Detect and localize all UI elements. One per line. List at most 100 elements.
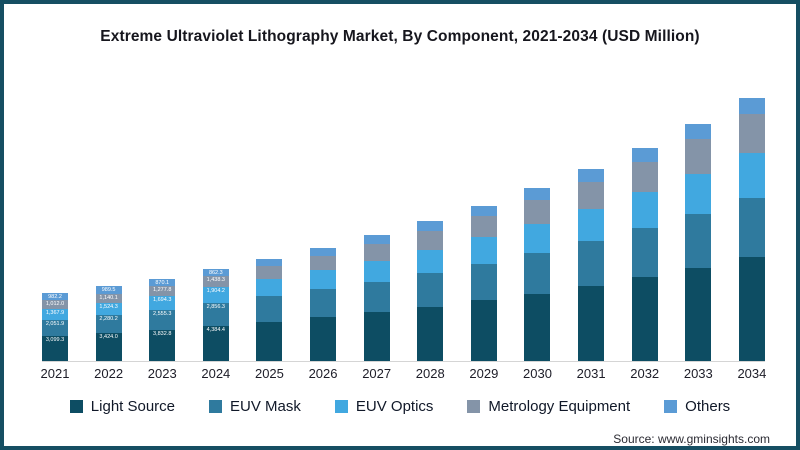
segment-value-label: 4,384.4 <box>206 326 225 333</box>
source-attribution: Source: www.gminsights.com <box>613 432 770 446</box>
bar-segment-others: 989.5 <box>95 285 122 294</box>
bar-segment-metrology-equipment <box>310 255 337 271</box>
segment-value-label: 982.2 <box>48 293 62 300</box>
bar-segment-metrology-equipment: 1,140.1 <box>95 293 122 303</box>
segment-value-label: 1,438.3 <box>206 276 225 283</box>
bar-segment-light-source <box>578 285 605 361</box>
euv-mask-swatch-icon <box>209 400 223 413</box>
segment-value-label: 2,856.3 <box>206 303 225 310</box>
bar-segment-others: 862.3 <box>202 268 229 276</box>
bar-segment-metrology-equipment <box>738 113 765 153</box>
legend-label: Light Source <box>90 398 176 415</box>
bar-segment-others <box>578 169 605 182</box>
x-axis-label-2034: 2034 <box>737 366 767 381</box>
x-axis-label-2022: 2022 <box>94 366 124 381</box>
legend-item-euv-optics: EUV Optics <box>334 398 433 415</box>
segment-value-label: 3,832.8 <box>153 331 172 338</box>
bar-2022: 989.5 1,140.1 1,524.3 2,280.2 3,424.0 <box>95 64 122 361</box>
legend: Light Source EUV Mask EUV Optics Metrolo… <box>4 398 796 415</box>
bar-segment-light-source: 3,424.0 <box>95 333 122 361</box>
bar-2027 <box>363 64 390 361</box>
segment-value-label: 870.1 <box>155 279 170 286</box>
bar-segment-euv-mask <box>256 296 283 322</box>
bar-segment-light-source <box>631 277 658 361</box>
x-axis: 2021 2022 2023 2024 2025 2026 2027 2028 2029 2030… <box>41 366 767 381</box>
bar-segment-metrology-equipment <box>578 181 605 209</box>
bar-segment-euv-optics <box>256 279 283 297</box>
bar-segment-light-source <box>524 293 551 361</box>
segment-value-label: 1,277.8 <box>153 286 172 293</box>
bar-2023: 870.1 1,277.8 1,694.3 2,555.3 3,832.8 <box>149 64 176 361</box>
chart-title: Extreme Ultraviolet Lithography Market, … <box>100 28 700 45</box>
segment-value-label: 989.5 <box>101 286 116 293</box>
segment-value-label: 2,051.9 <box>45 320 65 327</box>
bar-segment-metrology-equipment: 1,012.0 <box>42 300 68 309</box>
segment-value-label: 862.3 <box>208 269 223 276</box>
bar-segment-others: 870.1 <box>149 278 176 286</box>
bar-2021: 982.2 1,012.0 1,367.9 2,051.9 3,099.3 <box>42 64 68 361</box>
bar-segment-euv-mask <box>685 213 712 268</box>
bar-segment-light-source <box>738 257 765 361</box>
bar-segment-others <box>738 98 765 114</box>
legend-label: Others <box>685 398 731 415</box>
legend-item-metrology-equipment: Metrology Equipment <box>467 398 630 415</box>
bar-segment-others <box>631 147 658 162</box>
bar-segment-others <box>685 124 712 140</box>
bar-segment-others <box>417 221 444 231</box>
legend-label: Metrology Equipment <box>488 398 631 415</box>
bar-segment-light-source <box>256 321 283 361</box>
bar-segment-light-source <box>470 300 497 361</box>
bar-segment-metrology-equipment <box>470 216 497 238</box>
bar-segment-euv-optics <box>363 260 390 282</box>
bar-segment-light-source <box>685 267 712 361</box>
light-source-swatch-icon <box>69 400 83 413</box>
bar-2033 <box>685 64 712 361</box>
bar-segment-euv-optics <box>310 270 337 290</box>
x-axis-label-2021: 2021 <box>40 366 70 381</box>
bar-segment-euv-optics <box>470 237 497 264</box>
plot-area: 982.2 1,012.0 1,367.9 2,051.9 3,099.3 989.5 1,… <box>42 64 765 362</box>
bar-segment-others: 982.2 <box>42 292 68 301</box>
bar-segment-euv-mask: 2,280.2 <box>95 315 122 334</box>
bar-segment-euv-mask: 2,555.3 <box>149 309 176 331</box>
x-axis-label-2029: 2029 <box>469 366 499 381</box>
bar-segment-light-source <box>310 317 337 361</box>
bar-2029 <box>470 64 497 361</box>
bar-segment-others <box>363 235 390 244</box>
bar-segment-euv-optics <box>578 208 605 242</box>
legend-item-light-source: Light Source <box>69 398 176 415</box>
bar-2024: 862.3 1,438.3 1,904.2 2,856.3 4,384.4 <box>202 64 229 361</box>
bar-segment-others <box>524 188 551 200</box>
bar-segment-euv-optics <box>631 192 658 229</box>
bar-segment-euv-optics: 1,694.3 <box>149 295 176 310</box>
metrology-equipment-swatch-icon <box>467 400 481 413</box>
bar-segment-metrology-equipment <box>256 266 283 280</box>
bar-segment-euv-mask <box>631 228 658 278</box>
segment-value-label: 3,424.0 <box>99 334 118 341</box>
legend-item-others: Others <box>664 398 730 415</box>
bar-segment-metrology-equipment: 1,277.8 <box>149 285 176 296</box>
bar-segment-metrology-equipment <box>524 199 551 224</box>
bar-segment-others <box>310 247 337 256</box>
legend-label: EUV Mask <box>230 398 301 415</box>
bar-segment-light-source: 3,099.3 <box>42 336 68 361</box>
bar-segment-euv-mask <box>417 273 444 307</box>
bar-2032 <box>631 64 658 361</box>
segment-value-label: 1,140.1 <box>99 294 118 301</box>
x-axis-label-2026: 2026 <box>308 366 338 381</box>
segment-value-label: 1,694.3 <box>153 296 172 303</box>
x-axis-label-2030: 2030 <box>523 366 552 381</box>
bar-2028 <box>417 64 444 361</box>
x-axis-label-2028: 2028 <box>415 366 445 381</box>
bar-2034 <box>738 64 765 361</box>
bar-segment-euv-mask: 2,856.3 <box>202 302 229 326</box>
bar-segment-others <box>470 205 497 217</box>
legend-item-euv-mask: EUV Mask <box>209 398 301 415</box>
segment-value-label: 1,012.0 <box>45 301 65 308</box>
euv-optics-swatch-icon <box>334 400 348 413</box>
bar-segment-metrology-equipment <box>363 243 390 261</box>
x-axis-label-2023: 2023 <box>147 366 177 381</box>
bar-segment-metrology-equipment: 1,438.3 <box>202 275 229 288</box>
bar-segment-metrology-equipment <box>631 161 658 193</box>
